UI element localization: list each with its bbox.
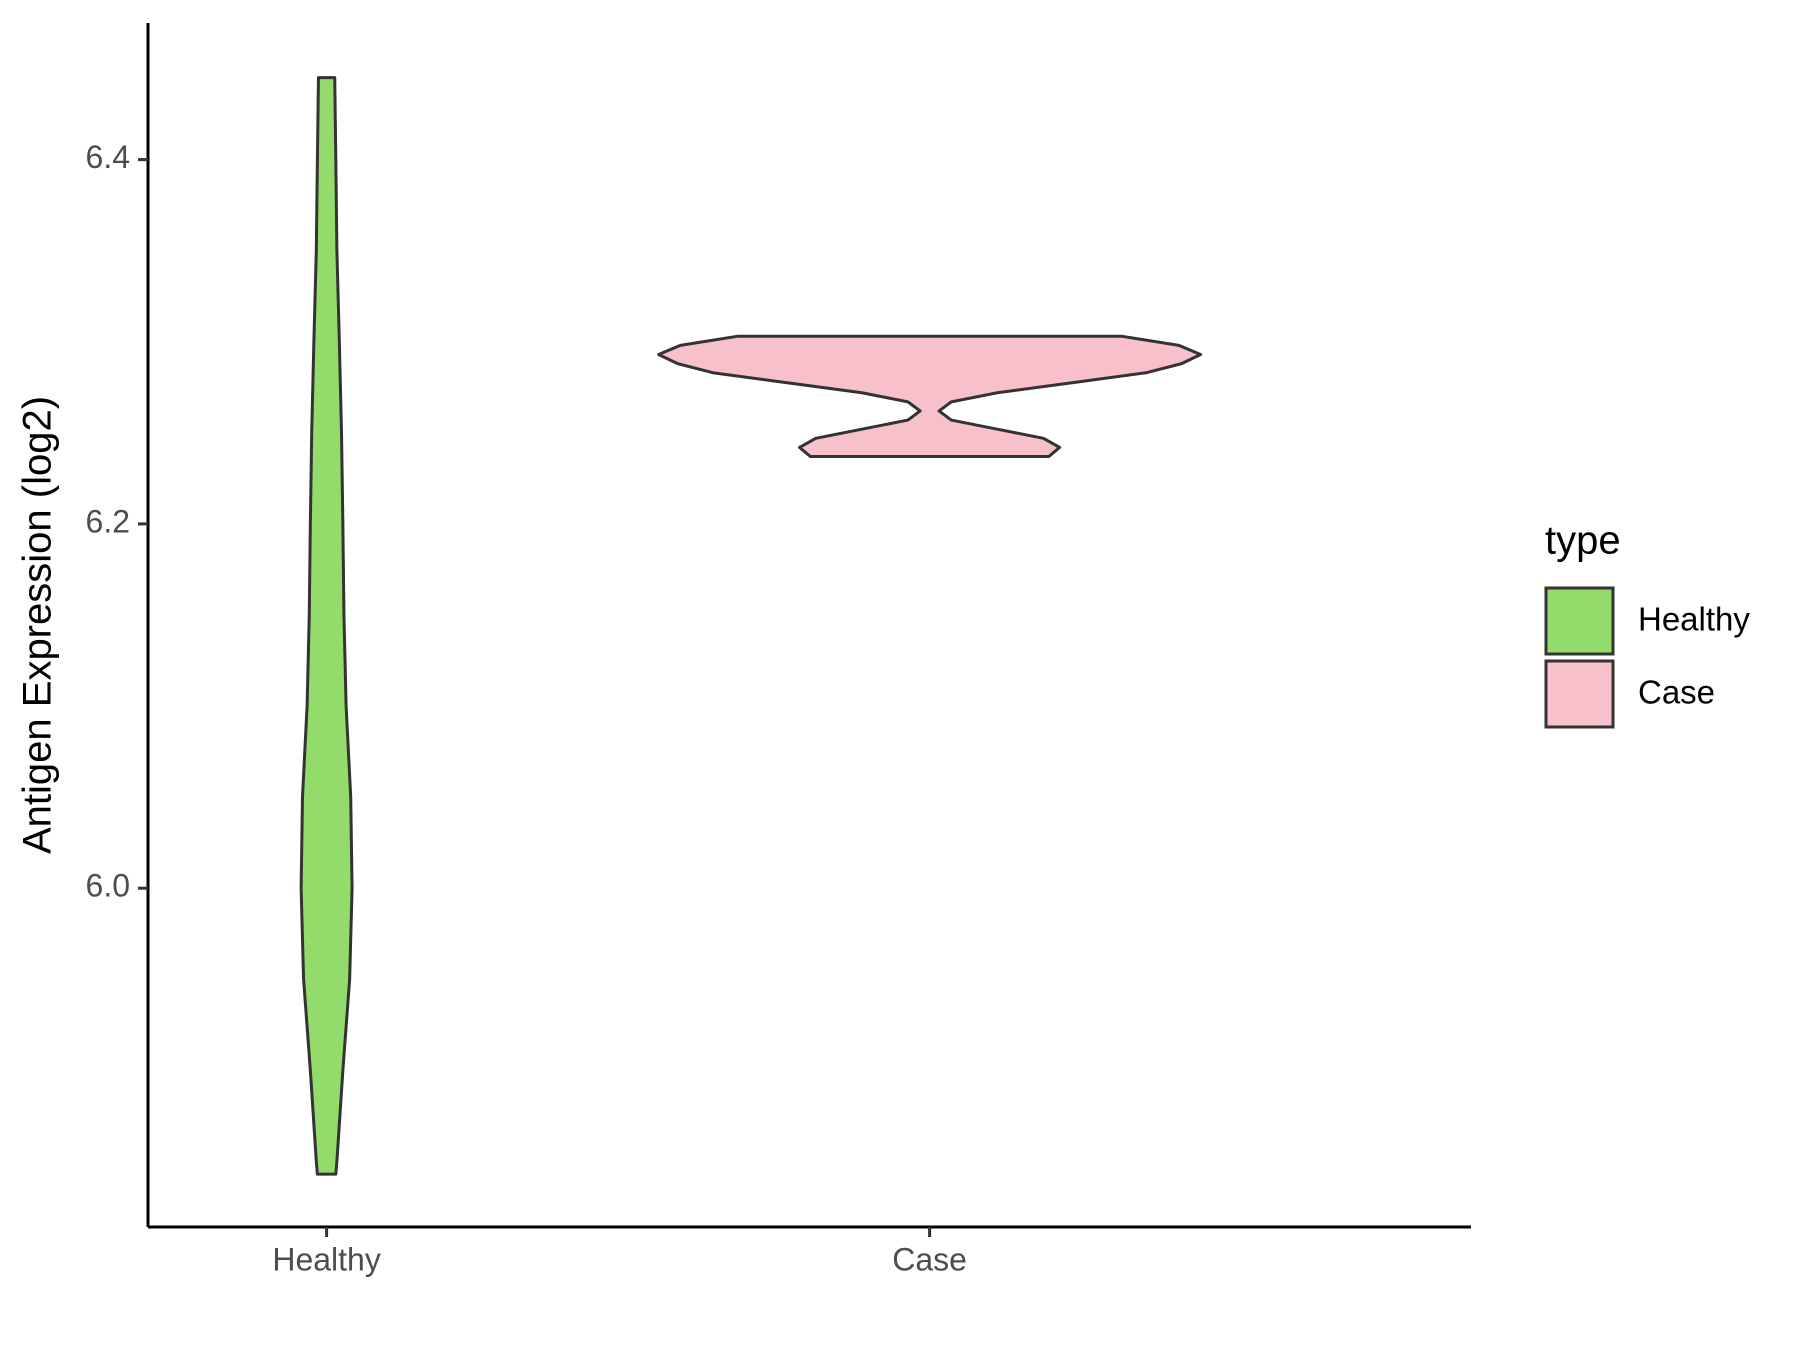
y-tick-label: 6.0 xyxy=(86,868,130,904)
violin-outline xyxy=(657,334,1203,459)
legend-title: type xyxy=(1545,519,1621,563)
violin-outline xyxy=(299,76,354,1176)
x-tick-label: Case xyxy=(892,1241,967,1277)
legend-key xyxy=(1544,586,1615,656)
violin-right-half xyxy=(929,336,1202,457)
violin-left-half xyxy=(657,336,930,457)
legend-label: Case xyxy=(1638,674,1715,711)
y-tick-label: 6.2 xyxy=(86,503,130,539)
x-tick-label: Healthy xyxy=(272,1241,381,1277)
legend-label: Healthy xyxy=(1638,601,1750,638)
legend-key xyxy=(1544,659,1615,729)
y-axis-title: Antigen Expression (log2) xyxy=(16,396,60,854)
y-tick-label: 6.4 xyxy=(86,139,130,175)
